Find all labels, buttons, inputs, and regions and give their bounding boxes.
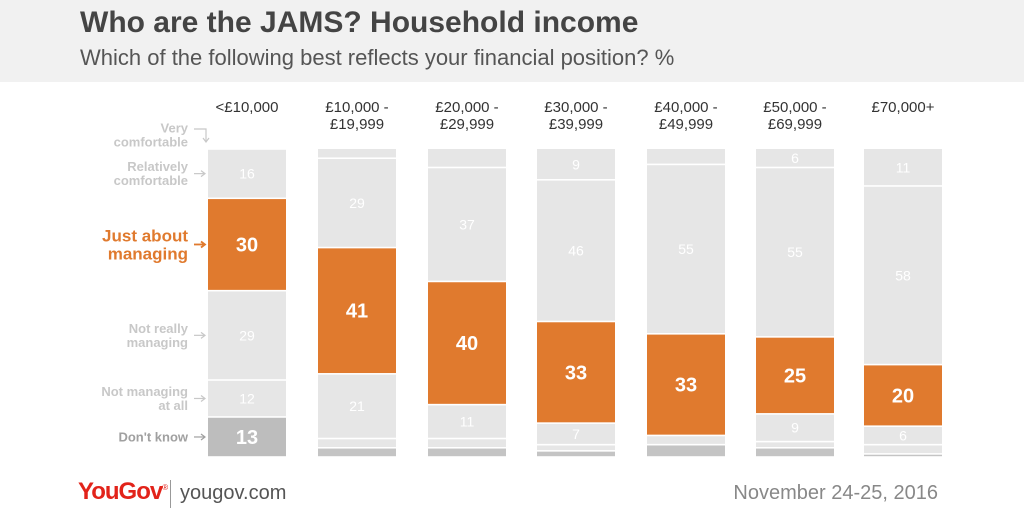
category-label: £20,000 -£29,999	[435, 99, 498, 133]
row-label: Just about managing	[102, 226, 188, 263]
bar-segment	[318, 248, 396, 374]
bar-segment	[864, 454, 942, 457]
bar-segment	[428, 448, 506, 457]
arrow-icon	[200, 331, 206, 339]
category-label: £40,000 -£49,999	[654, 99, 717, 133]
data-label: 20	[892, 385, 914, 407]
footer-date: November 24-25, 2016	[733, 482, 938, 504]
footer-divider	[170, 480, 171, 508]
bar-segment	[318, 448, 396, 457]
bar-segment	[537, 445, 615, 451]
data-label: 13	[236, 427, 258, 449]
data-label: 9	[572, 156, 580, 172]
arrow-icon	[200, 433, 206, 441]
bar-segment	[208, 380, 286, 417]
row-label: Not really managing	[127, 321, 189, 350]
bar-segment	[864, 427, 942, 444]
data-label: 11	[460, 414, 475, 430]
bar-segment	[318, 439, 396, 447]
category-label: £30,000 -£39,999	[544, 99, 607, 133]
bar-segment	[647, 436, 725, 444]
bar-segment	[428, 168, 506, 281]
arrow-icon	[200, 240, 207, 249]
bar-segment	[647, 334, 725, 435]
bar-segment	[428, 439, 506, 447]
bar-segment	[647, 149, 725, 164]
data-label: 6	[899, 427, 907, 443]
bar-segment	[208, 291, 286, 380]
bar-segment	[756, 149, 834, 167]
bar-segment	[537, 149, 615, 179]
bar-segment	[318, 149, 396, 158]
data-label: 30	[236, 234, 258, 256]
data-label: 25	[784, 365, 806, 387]
data-label: 55	[678, 241, 694, 257]
data-label: 46	[568, 243, 584, 259]
bar-segment	[208, 417, 286, 457]
bar-segment	[864, 186, 942, 364]
data-label: 33	[565, 362, 587, 384]
bar-segment	[428, 405, 506, 438]
data-label: 12	[239, 390, 255, 406]
bar-segment	[864, 365, 942, 426]
bar-segment	[318, 374, 396, 438]
bar-segment	[208, 149, 286, 198]
data-label: 29	[239, 327, 255, 343]
data-label: 40	[456, 333, 478, 355]
data-label: 11	[896, 159, 911, 175]
data-label: 21	[349, 398, 365, 414]
row-label: Relatively comfortable	[114, 159, 189, 188]
row-label: Don't know	[118, 430, 188, 445]
data-label: 16	[239, 166, 255, 182]
data-label: 41	[346, 301, 368, 323]
bar-segment	[756, 337, 834, 414]
bar-segment	[428, 149, 506, 167]
category-label: <£10,000	[216, 99, 279, 116]
bar-segment	[647, 445, 725, 457]
header: Who are the JAMS? Household income Which…	[0, 0, 1024, 82]
bar-segment	[537, 322, 615, 423]
bar-segment	[208, 199, 286, 290]
category-label: £10,000 -£19,999	[325, 99, 388, 133]
data-label: 7	[572, 426, 580, 442]
footer-site: yougov.com	[180, 482, 287, 504]
bar-segment	[864, 149, 942, 186]
data-label: 37	[459, 216, 475, 232]
arrow-icon	[200, 170, 206, 178]
bar-segment	[756, 168, 834, 337]
bar-segment	[537, 180, 615, 321]
bar-segment	[756, 448, 834, 457]
category-label: £70,000+	[872, 99, 935, 116]
bar-segment	[756, 442, 834, 447]
data-label: 58	[895, 267, 911, 283]
data-label: 33	[675, 375, 697, 397]
yougov-logo: YouGov®	[78, 478, 168, 505]
arrow-icon	[200, 395, 206, 402]
bar-segment	[428, 282, 506, 404]
row-label: Very comfortable	[114, 121, 189, 150]
chart-title: Who are the JAMS? Household income	[80, 6, 639, 39]
bar-segment	[318, 159, 396, 247]
data-label: 29	[349, 195, 365, 211]
bar-segment	[647, 165, 725, 333]
category-label: £50,000 -£69,999	[763, 99, 826, 133]
bar-segment	[537, 451, 615, 457]
chart-subtitle: Which of the following best reflects you…	[80, 45, 675, 70]
stacked-bar-chart: <£10,000 £10,000 -£19,999 £20,000 -£29,999…	[101, 99, 942, 457]
data-label: 6	[791, 150, 799, 166]
bar-segment	[864, 445, 942, 454]
bar-segment	[537, 423, 615, 444]
arrow-icon	[194, 128, 207, 141]
data-label: 55	[787, 244, 803, 260]
arrow-icon	[202, 137, 210, 143]
data-label: 9	[791, 420, 799, 436]
bar-segment	[756, 414, 834, 441]
row-label: Not managing at all	[101, 384, 188, 413]
